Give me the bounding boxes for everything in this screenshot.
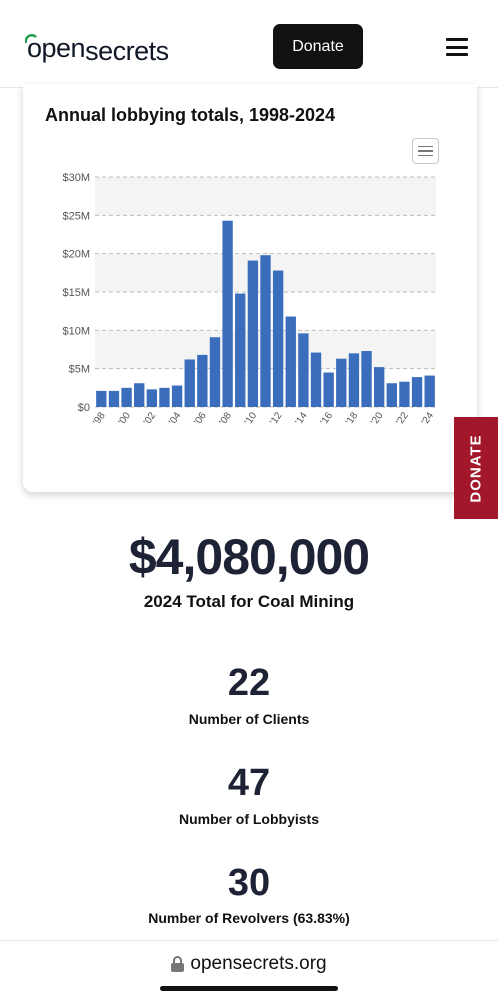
- x-tick-label: '16: [319, 410, 336, 427]
- bar-2000[interactable]: [121, 387, 132, 407]
- x-tick-label: '06: [192, 410, 209, 427]
- bar-2022[interactable]: [399, 381, 410, 407]
- lobbyists-label: Number of Lobbyists: [178, 811, 319, 827]
- revolvers-count: 30: [227, 862, 271, 904]
- total-label: 2024 Total for Coal Mining: [143, 592, 355, 611]
- x-tick-label: '14: [293, 410, 310, 427]
- y-tick-label: $30M: [62, 172, 90, 184]
- side-donate-tab[interactable]: DONATE: [454, 417, 498, 519]
- side-donate-label: DONATE: [467, 433, 485, 503]
- revolvers-label: Number of Revolvers (63.83%): [148, 910, 350, 926]
- bar-2005[interactable]: [184, 359, 195, 407]
- x-tick-label: '08: [218, 410, 235, 427]
- bar-chart: $0 $5M $10M $15M $20M $25M $30M '98 '00 '02 '04 '06…: [62, 172, 437, 427]
- clients-label: Number of Clients: [188, 711, 310, 727]
- bar-2002[interactable]: [146, 389, 158, 407]
- bar-2017[interactable]: [336, 358, 347, 407]
- browser-url-bar[interactable]: opensecrets.org: [0, 940, 498, 1000]
- y-tick-label: $15M: [62, 287, 90, 299]
- bar-2011[interactable]: [260, 255, 271, 407]
- hamburger-menu-icon[interactable]: [446, 38, 468, 56]
- x-tick-label: '12: [268, 410, 285, 427]
- total-amount: $4,080,000: [128, 529, 370, 585]
- donate-button[interactable]: Donate: [273, 24, 363, 69]
- y-tick-label: $5M: [69, 364, 90, 376]
- bar-2006[interactable]: [197, 354, 208, 407]
- logo-text-open: open: [27, 33, 86, 63]
- x-tick-label: '00: [117, 410, 134, 427]
- bar-2001[interactable]: [134, 383, 145, 407]
- bar-2004[interactable]: [171, 385, 183, 407]
- x-tick-label: '18: [344, 410, 361, 427]
- bar-2020[interactable]: [373, 367, 385, 407]
- x-tick-label: '98: [91, 410, 108, 427]
- site-header: open secrets Donate: [0, 0, 498, 88]
- bar-2009[interactable]: [235, 293, 246, 407]
- chart-context-menu-icon[interactable]: [412, 138, 439, 164]
- bar-2013[interactable]: [285, 316, 296, 407]
- bar-1999[interactable]: [108, 390, 120, 407]
- bar-2007[interactable]: [209, 337, 221, 407]
- bar-2024[interactable]: [424, 375, 435, 407]
- bar-2012[interactable]: [272, 270, 284, 407]
- bar-2016[interactable]: [323, 372, 334, 408]
- bar-1998[interactable]: [96, 390, 107, 407]
- home-indicator: [160, 986, 338, 991]
- logo-arc-icon: [25, 34, 37, 44]
- clients-count: 22: [227, 662, 271, 704]
- chart-band: [95, 177, 436, 216]
- url-text: opensecrets.org: [190, 953, 327, 974]
- x-tick-label: '20: [369, 410, 386, 427]
- chart-title: Annual lobbying totals, 1998-2024: [45, 105, 336, 125]
- bar-2023[interactable]: [411, 377, 423, 407]
- y-tick-label: $20M: [62, 249, 90, 261]
- lobbying-chart-card: Annual lobbying totals, 1998-2024 $0 $5M $…: [23, 84, 477, 492]
- y-tick-label: $0: [78, 402, 90, 414]
- opensecrets-logo[interactable]: open secrets: [25, 28, 169, 66]
- logo-text-secrets: secrets: [85, 36, 169, 66]
- y-tick-label: $10M: [62, 325, 90, 337]
- bar-2003[interactable]: [159, 387, 170, 407]
- lobbyists-count: 47: [227, 762, 271, 804]
- x-tick-label: '22: [394, 410, 411, 427]
- bar-2010[interactable]: [247, 260, 259, 407]
- url-display[interactable]: opensecrets.org: [0, 953, 498, 975]
- y-tick-label: $25M: [62, 210, 90, 222]
- bar-2008[interactable]: [222, 220, 233, 407]
- bar-2014[interactable]: [298, 333, 309, 407]
- bar-2019[interactable]: [361, 351, 372, 407]
- x-tick-label: '24: [420, 410, 437, 427]
- x-tick-label: '04: [167, 410, 184, 427]
- x-tick-label: '10: [243, 410, 260, 427]
- bar-2021[interactable]: [386, 383, 397, 407]
- lock-icon: [171, 956, 185, 972]
- bar-2015[interactable]: [310, 352, 322, 407]
- x-tick-label: '02: [142, 410, 159, 427]
- bar-2018[interactable]: [348, 353, 360, 407]
